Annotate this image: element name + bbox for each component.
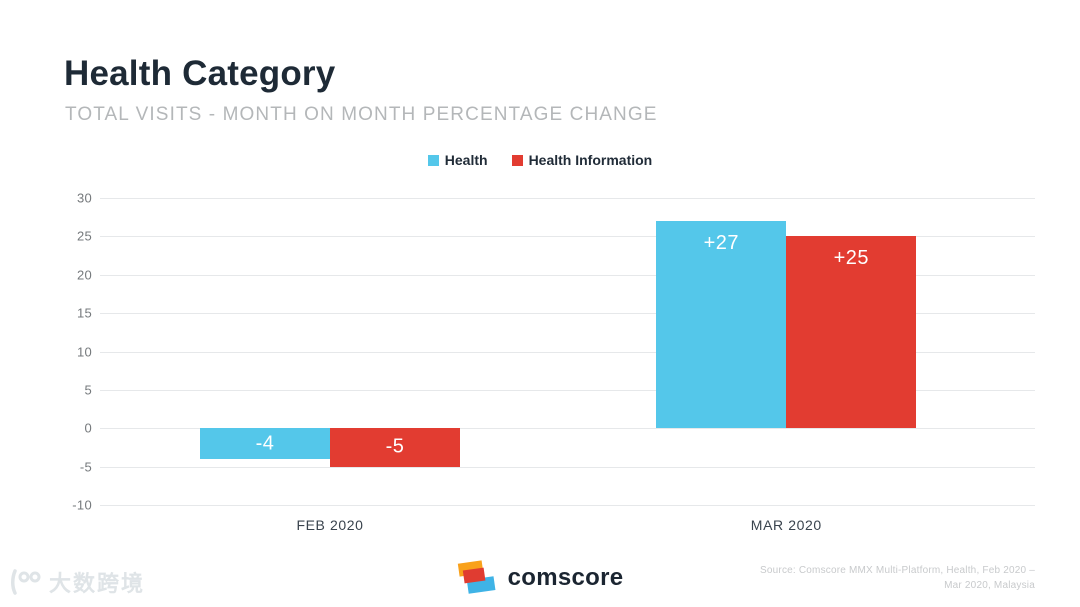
legend-swatch-health — [427, 154, 439, 166]
gridline-10 — [100, 351, 1035, 353]
page-title: Health Category — [64, 54, 336, 93]
gridline-5 — [100, 389, 1035, 391]
plot-area: -4 -5 +27 +25 — [100, 198, 1035, 506]
comscore-wordmark: comscore — [507, 563, 624, 591]
y-tick-label-5: 5 — [84, 382, 92, 398]
comscore-logo-icon — [457, 560, 497, 595]
bar-value-label: +27 — [703, 232, 739, 255]
source-line-1: Source: Comscore MMX Multi-Platform, Hea… — [760, 565, 1035, 576]
gridline--10 — [100, 505, 1035, 506]
x-axis: FEB 2020 MAR 2020 — [100, 505, 1035, 539]
y-tick-label-15: 15 — [76, 305, 92, 321]
y-tick-label-10: 10 — [76, 344, 92, 359]
bar-value-label: +25 — [833, 247, 869, 270]
gridline--5 — [100, 466, 1035, 468]
bar-health-information-feb-2020: -5 — [330, 428, 460, 467]
x-axis-label-feb-2020: FEB 2020 — [296, 517, 364, 533]
gridline-25 — [100, 236, 1035, 238]
gridline-0 — [100, 428, 1035, 430]
source-line-2: Mar 2020, Malaysia — [944, 580, 1035, 591]
x-axis-label-mar-2020: MAR 2020 — [750, 517, 822, 533]
bar-health-information-mar-2020: +25 — [786, 236, 917, 429]
bar-health-feb-2020: -4 — [200, 428, 330, 459]
comscore-logo: comscore — [457, 560, 624, 595]
source-note: Source: Comscore MMX Multi-Platform, Hea… — [760, 563, 1035, 593]
y-axis: 30 25 20 15 10 5 0 -5 -10 — [0, 191, 92, 513]
page-subtitle: TOTAL VISITS - MONTH ON MONTH PERCENTAGE… — [65, 104, 658, 125]
legend: Health Health Information — [0, 152, 1080, 168]
bar-value-label: -4 — [255, 432, 275, 455]
watermark-logo-icon — [11, 569, 41, 595]
y-tick-label-20: 20 — [76, 267, 92, 283]
legend-label: Health — [444, 152, 488, 168]
y-tick-label-25: 25 — [76, 228, 92, 244]
gridline-30 — [100, 198, 1035, 199]
watermark: 大数跨境 — [8, 566, 145, 598]
gridline-15 — [100, 313, 1035, 315]
y-tick-label-0: 0 — [84, 420, 92, 436]
gridline-20 — [100, 274, 1035, 276]
bar-health-mar-2020: +27 — [656, 221, 787, 429]
legend-item-health-information: Health Information — [511, 152, 653, 168]
bar-value-label: -5 — [385, 435, 405, 458]
y-tick-label--5: -5 — [79, 459, 92, 475]
y-tick-label-30: 30 — [76, 190, 92, 206]
y-tick-label--10: -10 — [72, 497, 92, 513]
legend-swatch-health-information — [511, 154, 523, 166]
watermark-text: 大数跨境 — [49, 571, 146, 596]
legend-item-health: Health — [427, 152, 488, 168]
legend-label: Health Information — [528, 152, 653, 168]
